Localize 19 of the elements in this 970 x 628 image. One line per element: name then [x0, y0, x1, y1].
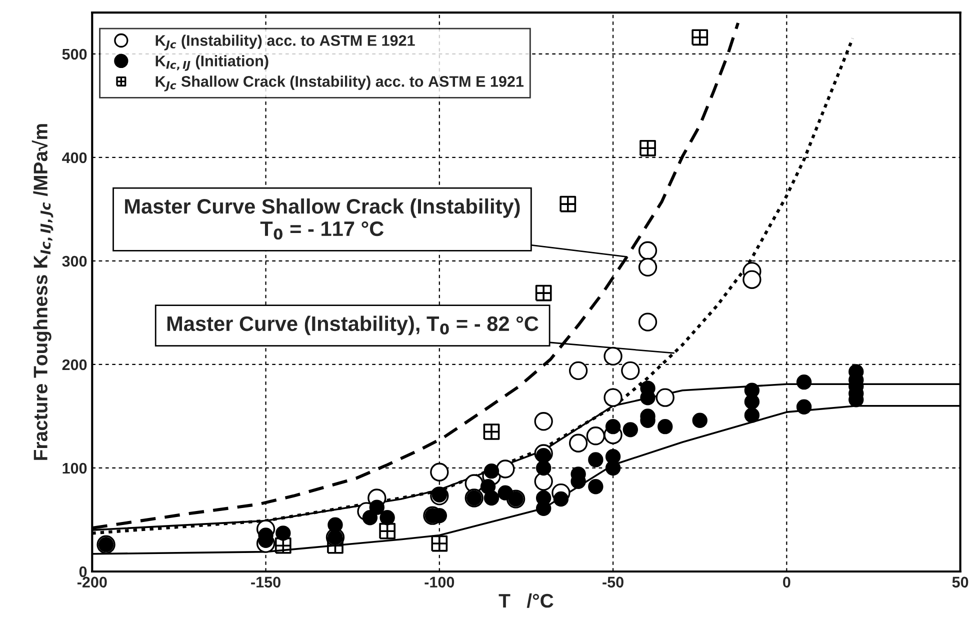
legend-label: K$_{Ic,IJ}$ (Initiation) [156, 55, 268, 71]
annotation: Master Curve (Instability), T$_{0}$ = - 82 °C [167, 316, 538, 336]
annotation: Master Curve Shallow Crack (Instability) T$_{0}$ = - 117 °C [125, 198, 520, 240]
x-axis-title: T /°C [498, 593, 554, 608]
y-tick-label: 200 [62, 359, 87, 370]
y-axis-title: Fracture Toughness K$_{Ic,IJ,Jc}$ /MPa√m [32, 124, 54, 460]
y-tick-label: 100 [62, 462, 87, 474]
x-tick-label: -50 [602, 576, 624, 588]
y-tick-label: 400 [62, 152, 87, 164]
x-tick-label: -150 [251, 576, 280, 588]
y-tick-label: 300 [62, 256, 87, 267]
legend-label: K$_{Jc}$ Shallow Crack (Instability) acc. to ASTM E 1921 [156, 76, 524, 92]
x-tick-label: 0 [783, 576, 790, 588]
y-tick-label: 500 [62, 48, 87, 60]
x-tick-label: 50 [952, 576, 968, 588]
x-tick-label: -200 [77, 576, 107, 588]
y-tick-label: 0 [79, 566, 87, 578]
legend-label: K$_{Jc}$ (Instability) acc. to ASTM E 1921 [156, 34, 415, 50]
x-tick-label: -100 [424, 576, 454, 588]
